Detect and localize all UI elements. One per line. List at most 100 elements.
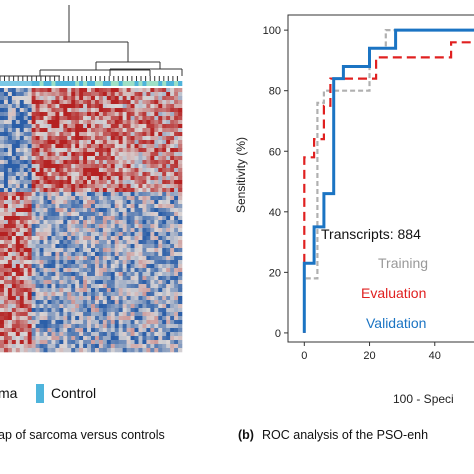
heatmap-cell: [67, 316, 72, 321]
heatmap-cell: [102, 280, 108, 285]
heatmap-cell: [134, 92, 139, 97]
heatmap-cell: [19, 128, 25, 133]
heatmap-cell: [142, 200, 147, 205]
heatmap-cell: [162, 92, 167, 97]
heatmap-cell: [150, 108, 155, 113]
heatmap-cell: [118, 344, 123, 349]
heatmap-cell: [94, 272, 100, 277]
heatmap-cell: [138, 212, 143, 217]
heatmap-cell: [102, 100, 108, 105]
heatmap-cell: [35, 208, 40, 213]
heatmap-cell: [98, 224, 104, 229]
heatmap-cell: [31, 204, 36, 209]
heatmap-cell: [114, 312, 119, 317]
heatmap-cell: [170, 288, 175, 293]
heatmap-cell: [55, 120, 60, 125]
heatmap-cell: [91, 272, 96, 277]
heatmap-cell: [51, 348, 56, 353]
heatmap-cell: [15, 180, 21, 185]
heatmap-cell: [0, 112, 5, 117]
heatmap-cell: [83, 140, 88, 145]
heatmap-cell: [23, 108, 28, 113]
heatmap-cell: [47, 104, 52, 109]
heatmap-cell: [102, 320, 108, 325]
heatmap-cell: [27, 240, 32, 245]
heatmap-cell: [110, 120, 116, 125]
heatmap-cell: [0, 332, 5, 337]
heatmap-cell: [114, 176, 119, 181]
heatmap-cell: [130, 324, 135, 329]
heatmap-cell: [130, 108, 135, 113]
heatmap-cell: [126, 292, 131, 297]
heatmap-cell: [83, 132, 88, 137]
heatmap-cell: [19, 148, 25, 153]
heatmap-cell: [174, 308, 179, 313]
sample-annotation-cell: [35, 81, 40, 86]
heatmap-cell: [118, 304, 123, 309]
heatmap-cell: [39, 152, 44, 157]
heatmap-cell: [7, 268, 13, 273]
heatmap-cell: [170, 248, 175, 253]
heatmap-cell: [27, 340, 32, 345]
heatmap-cell: [178, 112, 183, 117]
heatmap-cell: [126, 148, 131, 153]
heatmap-cell: [83, 100, 88, 105]
heatmap-cell: [110, 100, 116, 105]
heatmap-cell: [174, 144, 179, 149]
heatmap-cell: [162, 188, 167, 193]
heatmap-cell: [150, 152, 155, 157]
heatmap-cell: [43, 108, 48, 113]
heatmap-cell: [47, 108, 52, 113]
heatmap-cell: [138, 232, 143, 237]
heatmap-cell: [83, 116, 88, 121]
heatmap-cell: [122, 224, 127, 229]
heatmap-cell: [87, 284, 92, 289]
heatmap-cell: [166, 280, 171, 285]
heatmap-cell: [170, 92, 175, 97]
heatmap-cell: [130, 148, 135, 153]
heatmap-cell: [178, 284, 183, 289]
heatmap-cell: [3, 148, 9, 153]
heatmap-cell: [71, 180, 76, 185]
heatmap-cell: [146, 300, 151, 305]
heatmap-cell: [59, 148, 64, 153]
heatmap-cell: [154, 260, 159, 265]
heatmap-cell: [59, 204, 64, 209]
heatmap-cell: [166, 284, 171, 289]
heatmap-cell: [23, 100, 28, 105]
heatmap-cell: [71, 244, 76, 249]
heatmap-cell: [19, 332, 25, 337]
heatmap-cell: [15, 176, 21, 181]
heatmap-cell: [23, 144, 28, 149]
heatmap-cell: [87, 264, 92, 269]
heatmap-cell: [126, 260, 131, 265]
heatmap-cell: [178, 264, 183, 269]
heatmap-cell: [118, 116, 123, 121]
heatmap-cell: [27, 324, 32, 329]
heatmap-cell: [114, 316, 119, 321]
heatmap-cell: [75, 264, 80, 269]
heatmap-cell: [23, 300, 28, 305]
heatmap-cell: [158, 344, 163, 349]
heatmap-cell: [59, 188, 64, 193]
heatmap-cell: [98, 220, 104, 225]
heatmap-cell: [87, 204, 92, 209]
heatmap-cell: [19, 268, 25, 273]
heatmap-cell: [154, 348, 159, 353]
heatmap-cell: [43, 280, 48, 285]
heatmap-cell: [110, 280, 116, 285]
sample-annotation-cell: [63, 81, 68, 86]
heatmap-cell: [154, 248, 159, 253]
heatmap-cell: [138, 296, 143, 301]
heatmap-cell: [94, 192, 100, 197]
heatmap-cell: [67, 340, 72, 345]
heatmap-cell: [63, 164, 68, 169]
heatmap-cell: [138, 312, 143, 317]
heatmap-cell: [110, 112, 116, 117]
sample-annotation-cell: [3, 81, 9, 86]
heatmap-cell: [102, 264, 108, 269]
heatmap-cell: [83, 300, 88, 305]
heatmap-cell: [71, 172, 76, 177]
heatmap-cell: [31, 300, 36, 305]
heatmap-cell: [75, 120, 80, 125]
